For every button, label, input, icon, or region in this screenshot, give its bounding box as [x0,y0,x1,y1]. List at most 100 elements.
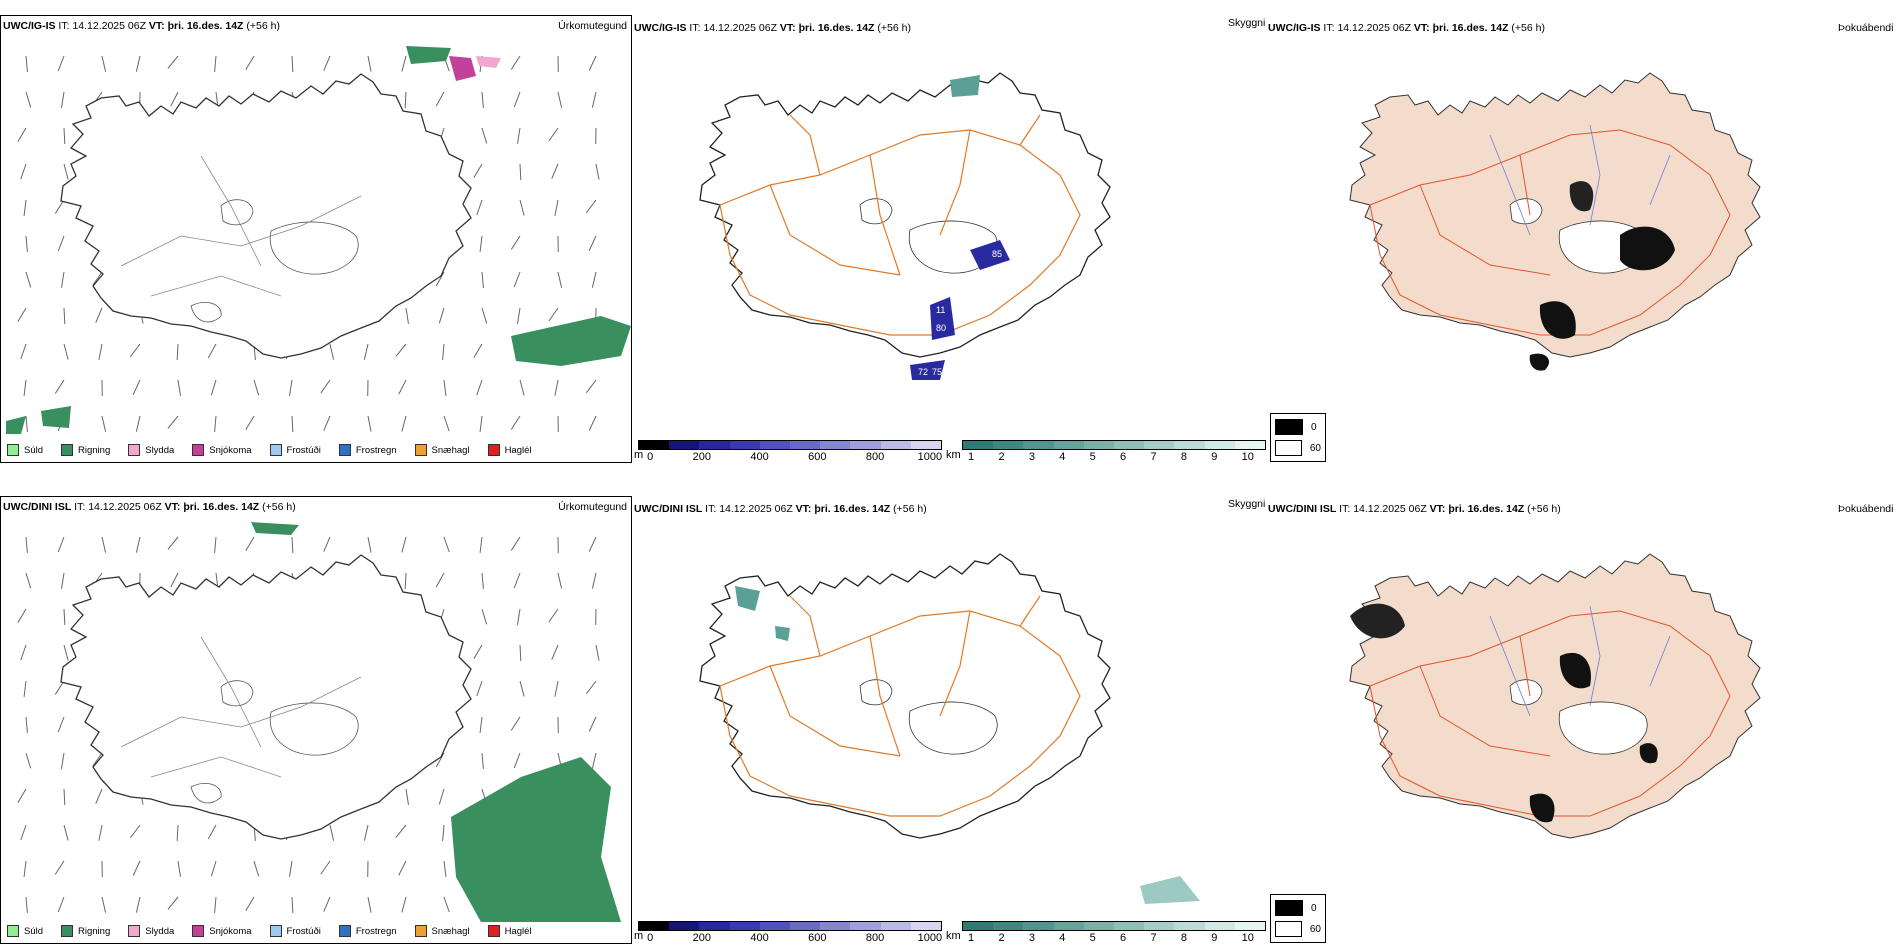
legend-swatch [338,444,351,456]
visibility-title: Skyggni [1228,498,1266,510]
precip-legend: Súld Rigning Slydda Snjókoma Frostúði Fr… [7,925,532,937]
fog-area [1529,793,1555,823]
legend-swatch [61,444,74,456]
colorbar-tick-label: 800 [865,451,885,463]
visibility-title: Skyggni [1228,17,1266,29]
colorbar-tick-label: 6 [1120,451,1127,463]
fog-map [1349,553,1761,839]
rain-area [406,46,451,64]
ceiling-colorbar: 0 200 400 600 800 1000 [638,440,942,464]
ceiling-bar [638,921,942,931]
colorbar-tick-label: 8 [1180,451,1187,463]
fog-map [1349,72,1761,371]
panel-title: Úrkomutegund [558,20,627,32]
fog-header: UWC/IG-IS IT: 14.12.2025 06Z VT: þri. 16… [1268,22,1545,34]
low-ceiling-area [970,240,1010,270]
panel-title: Úrkomutegund [558,501,627,513]
legend-swatch [487,444,500,456]
colorbar-tick-label: 9 [1211,451,1218,463]
rain-area [251,522,299,535]
precip-legend: Súld Rigning Slydda Snjókoma Frostúði Fr… [7,444,532,456]
colorbar-tick-label: 200 [692,932,712,944]
road-network [719,595,1081,817]
map-label: 72 [918,367,928,377]
colorbar-tick-label: 4 [1059,932,1066,944]
fog-legend: 0 60 [1270,413,1326,462]
colorbar-tick-label: 3 [1028,451,1035,463]
river-network [1489,605,1671,717]
fog-swatch [1275,440,1302,456]
low-ceiling-area [930,297,955,340]
visibility-unit: km [946,449,961,461]
ceiling-ticks: 0 200 400 600 800 1000 [638,450,942,464]
legend-swatch [414,444,427,456]
visibility-area [735,586,760,611]
visibility-bar [962,440,1266,450]
colorbar-tick-label: 9 [1211,932,1218,944]
visibility-ticks: 1 2 3 4 5 6 7 8 9 10 [962,931,1266,945]
ceiling-unit: m [634,930,644,942]
colorbar-tick-label: 5 [1089,932,1096,944]
colorbar-tick-label: 8 [1180,932,1187,944]
legend-swatch [61,925,74,937]
precip-panel-bottom: UWC/DINI ISL IT: 14.12.2025 06Z VT: þri.… [0,496,632,944]
low-ceiling-area [910,360,945,380]
colorbar-tick-label: 1 [968,451,975,463]
fog-area [1539,301,1576,339]
fog-swatch [1275,900,1303,916]
rain-area [511,316,631,366]
fog-header: UWC/DINI ISL IT: 14.12.2025 06Z VT: þri.… [1268,503,1561,515]
ceiling-bar [638,440,942,450]
precip-panel-top: UWC/IG-IS IT: 14.12.2025 06Z VT: þri. 16… [0,15,632,463]
precip-map [17,522,621,922]
colorbar-tick-label: 6 [1120,932,1127,944]
fog-area [1559,652,1591,689]
panel-header: UWC/DINI ISL IT: 14.12.2025 06Z VT: þri.… [3,501,627,513]
visibility-map: 85 11 80 72 75 [699,72,1111,380]
legend-swatch [128,925,141,937]
colorbar-tick-label: 1000 [917,451,943,463]
fog-swatch [1275,419,1303,435]
colorbar-tick-label: 400 [750,451,769,463]
colorbar-tick-label: 2 [998,932,1005,944]
legend-swatch [128,444,141,456]
colorbar-tick-label: 10 [1241,451,1254,463]
fog-area [1620,226,1675,271]
fog-legend: 0 60 [1270,894,1326,943]
panel-header: UWC/IG-IS IT: 14.12.2025 06Z VT: þri. 16… [3,20,627,32]
visibility-map [699,553,1200,904]
visibility-colorbar: 1 2 3 4 5 6 7 8 9 10 [962,440,1266,464]
sleet-area [476,56,501,68]
rain-area [41,406,71,428]
colorbar-tick-label: 10 [1241,932,1254,944]
colorbar-tick-label: 600 [808,451,827,463]
fog-title: Þokuábendi [1838,22,1894,34]
colorbar-tick-label: 1 [968,932,975,944]
road-network [1369,129,1731,336]
visibility-ticks: 1 2 3 4 5 6 7 8 9 10 [962,450,1266,464]
legend-swatch [7,925,19,937]
river-network [1489,124,1671,236]
colorbar-tick-label: 3 [1028,932,1035,944]
snow-area [449,56,476,81]
colorbar-tick-label: 7 [1150,932,1157,944]
map-label: 85 [992,249,1002,259]
fog-title: Þokuábendi [1838,503,1894,515]
visibility-bar [962,921,1266,931]
map-label: 80 [936,323,946,333]
legend-swatch [338,925,351,937]
ceiling-colorbar: 0 200 400 600 800 1000 [638,921,942,945]
legend-swatch [414,925,427,937]
colorbar-tick-label: 4 [1059,451,1066,463]
colorbar-tick-label: 0 [647,451,654,463]
ceiling-ticks: 0 200 400 600 800 1000 [638,931,942,945]
rain-area [451,757,621,922]
fog-swatch [1275,921,1302,937]
visibility-unit: km [946,930,961,942]
legend-swatch [7,444,19,456]
legend-swatch [269,444,282,456]
colorbar-tick-label: 600 [808,932,827,944]
legend-swatch [192,444,205,456]
legend-swatch [487,925,500,937]
road-network [1369,610,1731,817]
